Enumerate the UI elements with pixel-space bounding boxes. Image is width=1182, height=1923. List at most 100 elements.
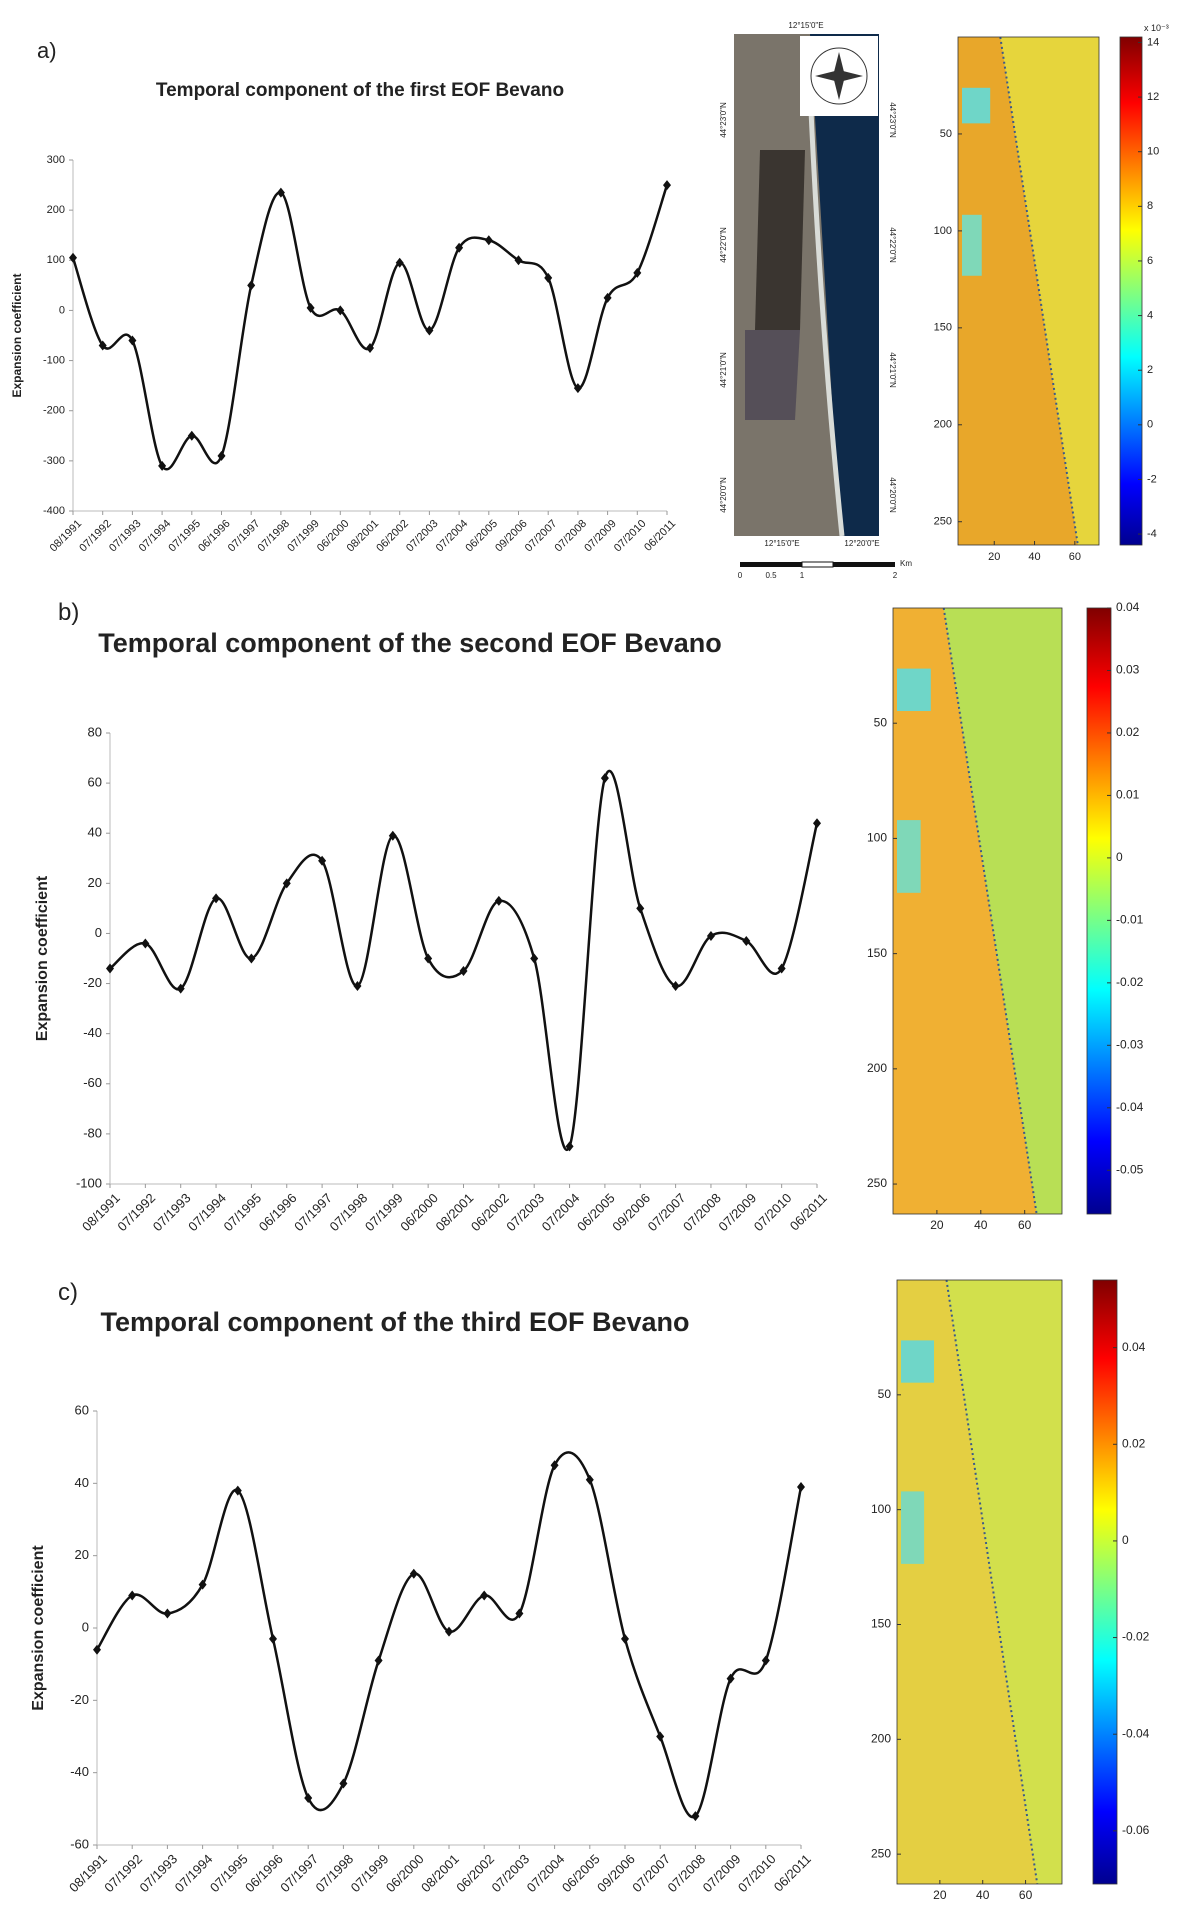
y-tick-label: -100 xyxy=(76,1175,102,1190)
x-tick-label: 07/2007 xyxy=(645,1190,689,1234)
colorbar-tick-label: 0.02 xyxy=(1116,725,1140,739)
point-marker xyxy=(395,257,404,268)
point-marker xyxy=(353,981,362,992)
x-tick-label: 07/1998 xyxy=(256,518,293,555)
point-marker xyxy=(706,930,715,941)
colorbar xyxy=(1092,1279,1118,1885)
x-tick-label: 08/2001 xyxy=(418,1851,462,1895)
point-marker xyxy=(282,878,291,889)
x-tick-label: 06/2011 xyxy=(642,518,678,554)
colorbar-tick-label: 0.02 xyxy=(1122,1436,1146,1450)
colorbar-tick-label: 10 xyxy=(1147,146,1159,158)
heatmap-region xyxy=(897,1280,1038,1884)
colorbar-tick-label: -2 xyxy=(1147,473,1157,485)
map-coordinate: 44°21'0"N xyxy=(888,352,897,388)
x-tick-label: 06/1996 xyxy=(242,1851,286,1895)
point-marker xyxy=(69,252,77,263)
x-tick-label: 07/2009 xyxy=(582,518,619,555)
point-marker xyxy=(409,1568,418,1579)
y-tick-label: 50 xyxy=(878,1387,892,1401)
point-marker xyxy=(797,1481,805,1492)
point-marker xyxy=(691,1811,700,1822)
y-tick-label: -400 xyxy=(43,505,65,517)
point-marker xyxy=(813,818,821,829)
x-tick-label: 07/1999 xyxy=(348,1851,392,1895)
point-marker xyxy=(671,981,680,992)
panel-label: a) xyxy=(37,38,57,63)
point-marker xyxy=(573,383,582,394)
scale-label: 0.5 xyxy=(765,571,777,580)
y-tick-label: 60 xyxy=(88,775,102,790)
x-tick-label: 08/1991 xyxy=(48,518,85,555)
colorbar-tick-label: 0.01 xyxy=(1116,788,1140,802)
x-tick-label: 07/1995 xyxy=(207,1851,251,1895)
point-marker xyxy=(306,302,315,313)
x-tick-label: 60 xyxy=(1018,1218,1032,1232)
colorbar-tick-label: 2 xyxy=(1147,364,1153,376)
heatmap-patch xyxy=(897,668,931,712)
y-tick-label: 200 xyxy=(867,1061,887,1075)
y-tick-label: -60 xyxy=(70,1836,89,1851)
x-tick-label: 07/1999 xyxy=(362,1190,406,1234)
x-tick-label: 06/2002 xyxy=(468,1190,512,1234)
y-tick-label: 0 xyxy=(82,1619,89,1634)
colorbar-tick-label: 0 xyxy=(1147,419,1153,431)
colorbar-label: x 10⁻³ xyxy=(1144,23,1169,33)
x-tick-label: 06/2002 xyxy=(453,1851,497,1895)
point-marker xyxy=(93,1644,101,1655)
point-marker xyxy=(494,895,503,906)
map-coordinate: 12°15'0"E xyxy=(764,539,799,548)
y-tick-label: 250 xyxy=(934,516,952,528)
point-marker xyxy=(176,983,185,994)
y-tick-label: -40 xyxy=(70,1764,89,1779)
y-tick-label: 100 xyxy=(47,254,65,266)
colorbar-tick-label: 12 xyxy=(1147,91,1159,103)
y-tick-label: 40 xyxy=(88,825,102,840)
x-tick-label: 07/1994 xyxy=(137,518,174,555)
y-tick-label: 300 xyxy=(47,154,65,166)
x-tick-label: 06/2000 xyxy=(397,1190,441,1234)
point-marker xyxy=(761,1655,770,1666)
point-marker xyxy=(459,966,468,977)
x-tick-label: 06/2002 xyxy=(374,518,411,555)
colorbar-tick-label: -0.04 xyxy=(1116,1100,1144,1114)
point-marker xyxy=(106,963,114,974)
x-tick-label: 07/1992 xyxy=(101,1851,145,1895)
point-marker xyxy=(269,1633,277,1644)
point-marker xyxy=(455,242,464,253)
point-marker xyxy=(366,343,374,354)
x-tick-label: 08/1991 xyxy=(79,1190,123,1234)
x-tick-label: 07/2008 xyxy=(680,1190,724,1234)
colorbar-tick-label: -0.02 xyxy=(1116,975,1144,989)
y-tick-label: 20 xyxy=(88,875,102,890)
point-marker xyxy=(621,1633,629,1644)
point-marker xyxy=(217,450,226,461)
x-tick-label: 07/2004 xyxy=(524,1851,568,1895)
y-axis-label: Expansion coefficient xyxy=(30,1545,47,1711)
scale-label: 0 xyxy=(738,571,743,580)
x-tick-label: 07/2004 xyxy=(434,518,471,555)
point-marker xyxy=(425,325,434,336)
y-tick-label: 40 xyxy=(75,1475,89,1490)
colorbar-tick-label: -0.03 xyxy=(1116,1037,1144,1051)
x-tick-label: 08/2001 xyxy=(433,1190,477,1234)
y-tick-label: 150 xyxy=(867,946,887,960)
point-marker xyxy=(550,1460,559,1471)
x-tick-label: 07/2008 xyxy=(664,1851,708,1895)
y-tick-label: 0 xyxy=(59,304,65,316)
y-tick-label: -20 xyxy=(83,975,102,990)
x-tick-label: 07/1998 xyxy=(327,1190,371,1234)
point-marker xyxy=(339,1778,348,1789)
y-axis-label: Expansion coefficient xyxy=(34,875,51,1041)
point-marker xyxy=(141,938,150,949)
point-marker xyxy=(158,460,167,471)
x-tick-label: 09/2006 xyxy=(609,1190,653,1234)
x-tick-label: 20 xyxy=(988,551,1000,563)
point-marker xyxy=(656,1731,665,1742)
x-tick-label: 07/2003 xyxy=(404,518,441,555)
colorbar-tick-label: 0 xyxy=(1122,1533,1129,1547)
colorbar-tick-label: -0.05 xyxy=(1116,1162,1144,1176)
x-tick-label: 07/1992 xyxy=(77,518,114,555)
x-tick-label: 07/2003 xyxy=(503,1190,547,1234)
